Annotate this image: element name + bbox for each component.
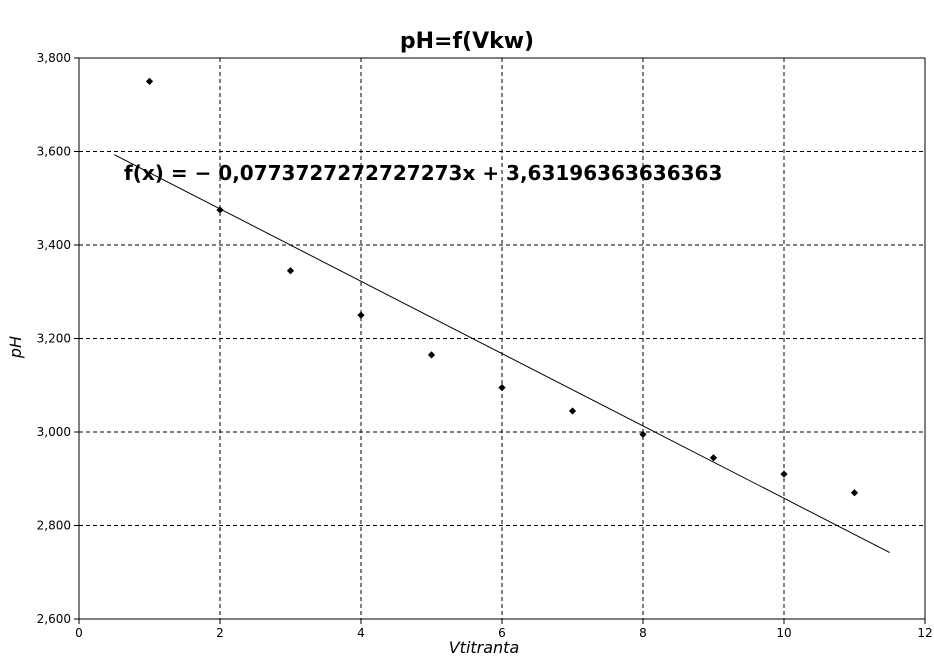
- data-points: [145, 77, 859, 497]
- x-tick-label: 8: [639, 626, 647, 640]
- x-tick-label: 6: [498, 626, 506, 640]
- y-axis-label: pH: [6, 336, 25, 359]
- y-tick-label: 3,600: [37, 145, 71, 159]
- y-tick-label: 2,600: [37, 612, 71, 626]
- data-point: [427, 351, 436, 359]
- data-point: [145, 77, 154, 85]
- x-tick-label: 4: [357, 626, 365, 640]
- y-tick-label: 3,200: [37, 332, 71, 346]
- data-point: [357, 311, 365, 319]
- data-point: [216, 206, 224, 214]
- trendline-equation: f(x) = − 0,0773727272727273x + 3,6319636…: [124, 161, 722, 185]
- data-point: [780, 470, 788, 478]
- data-point: [286, 267, 295, 275]
- y-tick-label: 3,000: [37, 425, 71, 439]
- y-tick-label: 3,400: [37, 238, 71, 252]
- data-point: [850, 489, 859, 497]
- x-tick-label: 10: [776, 626, 791, 640]
- trendline: [114, 154, 890, 553]
- x-tick-label: 0: [75, 626, 83, 640]
- trendline-layer: [114, 154, 890, 553]
- data-point: [709, 454, 718, 462]
- chart-title: pH=f(Vkw): [400, 29, 534, 54]
- y-tick-label: 2,800: [37, 519, 71, 533]
- axis-ticks: 0 2 4 6 8 10 12 2,600 2,800 3,000 3,200 3,400 3,600 3…: [37, 51, 933, 640]
- grid: [79, 58, 925, 619]
- x-tick-label: 2: [216, 626, 224, 640]
- x-tick-label: 12: [917, 626, 932, 640]
- data-point: [568, 407, 577, 415]
- x-axis-label: Vtitranta: [449, 638, 520, 657]
- y-tick-label: 3,800: [37, 51, 71, 65]
- data-point: [498, 383, 506, 392]
- data-point: [639, 430, 647, 438]
